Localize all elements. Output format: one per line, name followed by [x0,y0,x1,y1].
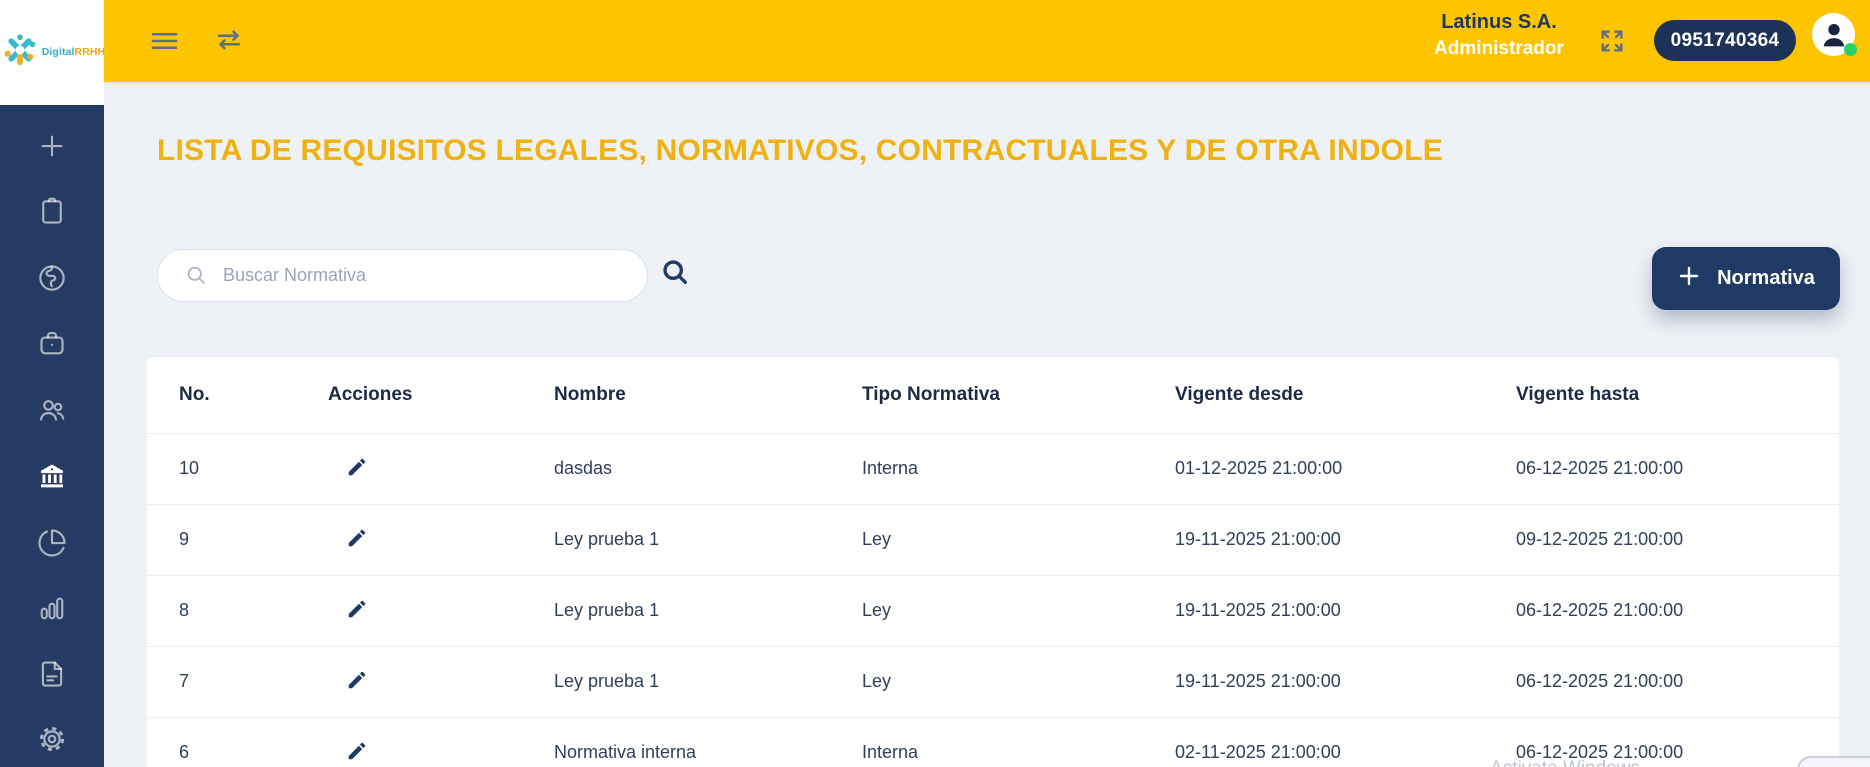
cell-no: 7 [147,645,328,717]
table-row: 8 Ley prueba 1 Ley 19-11-2025 21:00:00 0… [147,574,1839,646]
cell-tipo-normativa: Interna [862,716,1175,767]
sidebar-item-add[interactable] [0,131,104,161]
cell-vigente-hasta: 06-12-2025 21:00:00 [1516,716,1839,767]
gear-icon [37,724,67,754]
cell-vigente-desde: 01-12-2025 21:00:00 [1175,432,1516,504]
app-logo[interactable]: DigitalRRHH [0,0,106,105]
sidebar-item-pie-chart[interactable] [0,528,104,558]
table-row: 6 Normativa interna Interna 02-11-2025 2… [147,716,1839,767]
top-header: Latinus S.A. Administrador 0951740364 [104,0,1870,82]
main-content: LISTA DE REQUISITOS LEGALES, NORMATIVOS,… [104,82,1870,767]
phone-badge[interactable]: 0951740364 [1654,20,1796,61]
cell-vigente-hasta: 06-12-2025 21:00:00 [1516,432,1839,504]
bank-icon [37,461,67,491]
online-status-dot [1844,43,1857,56]
sidebar-item-bar-chart[interactable] [0,593,104,623]
sidebar-item-settings[interactable] [0,724,104,754]
cell-nombre: Ley prueba 1 [554,574,862,646]
globe-icon [37,263,67,293]
cell-nombre: Ley prueba 1 [554,645,862,717]
briefcase-icon [37,328,67,358]
col-tipo-normativa: Tipo Normativa [862,383,1000,405]
normativas-table: No. Acciones Nombre Tipo Normativa Vigen… [147,357,1839,767]
cell-vigente-desde: 19-11-2025 21:00:00 [1175,574,1516,646]
cell-nombre: Ley prueba 1 [554,503,862,575]
user-avatar-icon[interactable] [1812,13,1857,56]
plus-icon [37,131,67,161]
search-bar [157,249,648,302]
cell-nombre: Normativa interna [554,716,862,767]
cell-acciones [328,645,554,717]
cell-no: 10 [147,432,328,504]
cell-no: 6 [147,716,328,767]
cell-nombre: dasdas [554,432,862,504]
add-button-label: Normativa [1717,267,1815,289]
pie-chart-icon [37,528,67,558]
table-row: 9 Ley prueba 1 Ley 19-11-2025 21:00:00 0… [147,503,1839,575]
sidebar-item-briefcase[interactable] [0,328,104,358]
search-icon [185,264,208,287]
cell-acciones [328,716,554,767]
logo-text: DigitalRRHH [41,46,106,59]
cell-vigente-desde: 19-11-2025 21:00:00 [1175,645,1516,717]
cell-tipo-normativa: Ley [862,503,1175,575]
cell-vigente-hasta: 09-12-2025 21:00:00 [1516,503,1839,575]
sidebar-item-globe[interactable] [0,263,104,293]
plus-icon [1677,264,1701,294]
normativas-table-card: No. Acciones Nombre Tipo Normativa Vigen… [147,357,1839,767]
cell-vigente-hasta: 06-12-2025 21:00:00 [1516,645,1839,717]
cell-no: 9 [147,503,328,575]
col-acciones: Acciones [328,383,413,405]
sidebar [0,0,104,767]
sidebar-item-document[interactable] [0,659,104,689]
cell-tipo-normativa: Ley [862,574,1175,646]
col-nombre: Nombre [554,383,626,405]
cell-no: 8 [147,574,328,646]
user-identity: Latinus S.A. Administrador [1419,9,1579,62]
corner-widget [1797,756,1870,767]
expand-icon[interactable] [1598,27,1626,58]
page-title: LISTA DE REQUISITOS LEGALES, NORMATIVOS,… [157,134,1443,167]
company-name: Latinus S.A. [1441,11,1557,33]
clipboard-icon [37,196,67,226]
activate-windows-watermark: Activate Windows [1490,758,1640,767]
cell-acciones [328,503,554,575]
edit-pencil-icon[interactable] [346,527,368,552]
cell-acciones [328,432,554,504]
table-row: 10 dasdas Interna 01-12-2025 21:00:00 06… [147,432,1839,504]
cell-tipo-normativa: Ley [862,645,1175,717]
col-no: No. [179,383,210,405]
bar-chart-icon [37,593,67,623]
sidebar-item-users[interactable] [0,395,104,425]
people-star-logo-icon [1,31,39,74]
document-icon [37,659,67,689]
sidebar-item-bank[interactable] [0,461,104,491]
cell-vigente-hasta: 06-12-2025 21:00:00 [1516,574,1839,646]
cell-tipo-normativa: Interna [862,432,1175,504]
table-body: 10 dasdas Interna 01-12-2025 21:00:00 06… [147,432,1839,767]
cell-vigente-desde: 19-11-2025 21:00:00 [1175,503,1516,575]
search-submit-icon[interactable] [660,257,691,291]
col-vigente-desde: Vigente desde [1175,383,1304,405]
edit-pencil-icon[interactable] [346,669,368,694]
sidebar-item-clipboard[interactable] [0,196,104,226]
hamburger-icon[interactable] [150,29,179,56]
table-row: 7 Ley prueba 1 Ley 19-11-2025 21:00:00 0… [147,645,1839,717]
edit-pencil-icon[interactable] [346,456,368,481]
cell-acciones [328,574,554,646]
edit-pencil-icon[interactable] [346,598,368,623]
col-vigente-hasta: Vigente hasta [1516,383,1640,405]
users-icon [37,395,67,425]
user-role: Administrador [1434,38,1564,59]
table-header-row: No. Acciones Nombre Tipo Normativa Vigen… [147,357,1839,433]
add-normativa-button[interactable]: Normativa [1652,247,1840,310]
edit-pencil-icon[interactable] [346,740,368,765]
search-input[interactable] [223,265,627,286]
cell-vigente-desde: 02-11-2025 21:00:00 [1175,716,1516,767]
swap-arrows-icon[interactable] [214,26,244,57]
